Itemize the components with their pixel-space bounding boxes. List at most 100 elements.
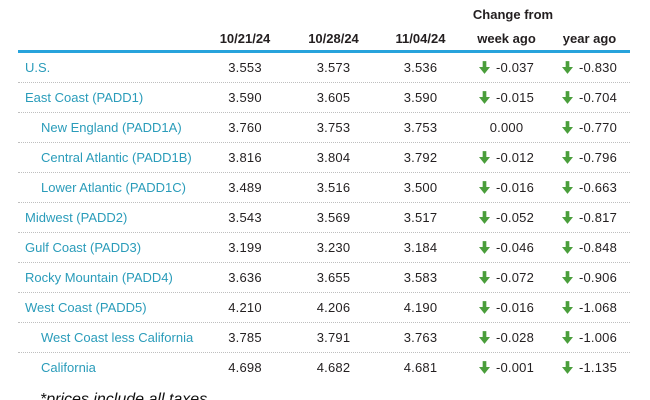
change-week-cell: -0.016 [464,300,549,315]
change-year-cell: -1.068 [549,300,630,315]
down-arrow-icon [561,181,573,194]
price-cell: 4.698 [228,360,262,375]
table-row-midwest: Midwest (PADD2) 3.543 3.569 3.517 -0.052… [18,203,630,233]
price-cell: 3.517 [403,210,438,225]
region-label[interactable]: U.S. [25,60,51,75]
change-value: -0.830 [578,60,618,75]
change-week-cell: -0.015 [464,90,549,105]
change-week-cell: -0.001 [464,360,549,375]
region-label[interactable]: East Coast (PADD1) [25,90,144,105]
taxes-footnote: *prices include all taxes [40,391,208,400]
region-label[interactable]: California [41,360,96,375]
price-cell: 3.500 [403,180,438,195]
region-label[interactable]: New England (PADD1A) [41,120,182,135]
price-cell: 3.553 [228,60,262,75]
region-label[interactable]: Central Atlantic (PADD1B) [41,150,192,165]
down-arrow-icon [478,241,490,254]
table-row-gulf-coast: Gulf Coast (PADD3) 3.199 3.230 3.184 -0.… [18,233,630,263]
change-value: -0.848 [578,240,618,255]
change-value: -0.906 [578,270,618,285]
down-arrow-icon [561,241,573,254]
price-cell: 4.681 [403,360,438,375]
price-table: Change from 10/21/24 10/28/24 11/04/24 w… [18,2,630,400]
price-cell: 3.753 [316,120,351,135]
change-week-cell: -0.016 [464,180,549,195]
down-arrow-icon [478,151,490,164]
change-year-cell: -0.770 [549,120,630,135]
down-arrow-icon [478,61,490,74]
down-arrow-icon [478,91,490,104]
change-value: -0.796 [578,150,618,165]
change-week-cell: -0.052 [464,210,549,225]
change-value: -0.028 [495,330,535,345]
price-cell: 3.184 [403,240,438,255]
change-year-cell: -0.663 [549,180,630,195]
price-cell: 3.791 [316,330,351,345]
change-week-cell: -0.046 [464,240,549,255]
down-arrow-icon [561,211,573,224]
price-cell: 3.569 [316,210,351,225]
change-value: -0.012 [495,150,535,165]
price-cell: 3.583 [403,270,438,285]
column-header-row: 10/21/24 10/28/24 11/04/24 week ago year… [18,26,630,53]
change-value: -0.016 [495,180,535,195]
down-arrow-icon [561,301,573,314]
down-arrow-icon [561,361,573,374]
table-row-rocky-mountain: Rocky Mountain (PADD4) 3.636 3.655 3.583… [18,263,630,293]
down-arrow-icon [561,271,573,284]
change-value: -0.001 [495,360,535,375]
down-arrow-icon [561,121,573,134]
change-week-cell: 0.000 [464,120,549,135]
table-row-west-coast-less-california: West Coast less California 3.785 3.791 3… [18,323,630,353]
price-cell: 3.753 [403,120,438,135]
region-label[interactable]: Lower Atlantic (PADD1C) [41,180,186,195]
change-value: -0.663 [578,180,618,195]
change-from-label: Change from [472,6,554,22]
change-value: 0.000 [489,120,524,135]
price-cell: 3.605 [316,90,351,105]
price-cell: 3.199 [228,240,262,255]
change-value: -0.817 [578,210,618,225]
down-arrow-icon [561,91,573,104]
price-cell: 3.785 [228,330,262,345]
change-value: -0.037 [495,60,535,75]
price-cell: 3.590 [403,90,438,105]
region-label[interactable]: Midwest (PADD2) [25,210,128,225]
down-arrow-icon [478,181,490,194]
change-value: -0.046 [495,240,535,255]
price-cell: 3.536 [403,60,438,75]
price-cell: 3.230 [316,240,351,255]
change-value: -0.015 [495,90,535,105]
table-row-new-england: New England (PADD1A) 3.760 3.753 3.753 0… [18,113,630,143]
change-week-cell: -0.037 [464,60,549,75]
col-header-date-1: 10/21/24 [219,30,271,46]
price-cell: 3.763 [403,330,438,345]
change-year-cell: -1.006 [549,330,630,345]
change-value: -1.006 [578,330,618,345]
down-arrow-icon [478,211,490,224]
down-arrow-icon [478,301,490,314]
down-arrow-icon [478,331,490,344]
change-value: -1.135 [578,360,618,375]
price-cell: 3.816 [228,150,262,165]
table-row-west-coast: West Coast (PADD5) 4.210 4.206 4.190 -0.… [18,293,630,323]
price-cell: 3.655 [316,270,351,285]
price-cell: 3.804 [316,150,351,165]
table-body: U.S. 3.553 3.573 3.536 -0.037 -0.830 Eas… [18,53,630,382]
price-cell: 4.210 [228,300,262,315]
region-label[interactable]: Rocky Mountain (PADD4) [25,270,173,285]
change-week-cell: -0.072 [464,270,549,285]
change-year-cell: -1.135 [549,360,630,375]
change-value: -1.068 [578,300,618,315]
price-cell: 3.516 [316,180,351,195]
region-label[interactable]: Gulf Coast (PADD3) [25,240,142,255]
region-label[interactable]: West Coast less California [41,330,194,345]
col-header-date-3: 11/04/24 [395,30,446,46]
down-arrow-icon [561,61,573,74]
price-cell: 4.206 [316,300,351,315]
region-label[interactable]: West Coast (PADD5) [25,300,147,315]
change-from-header-row: Change from [18,2,630,26]
down-arrow-icon [561,151,573,164]
change-week-cell: -0.012 [464,150,549,165]
change-week-cell: -0.028 [464,330,549,345]
